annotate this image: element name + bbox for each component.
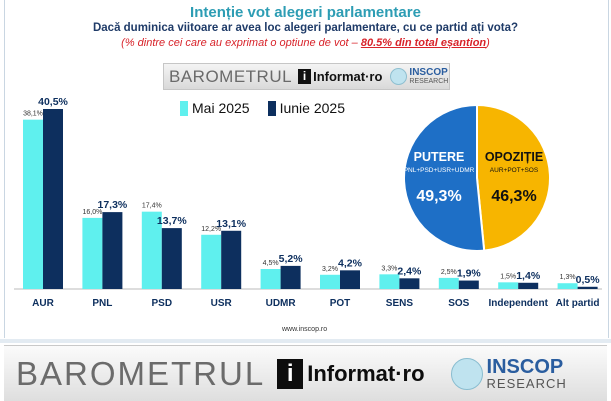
inscop-research: RESEARCH [409,78,449,85]
bar-sens-s0 [379,274,400,289]
inscop-big-name: INSCOP [486,356,564,378]
data-label-aur-s1: 40,5% [38,96,68,108]
putere-parties: PNL+PSD+USR+UDMR [403,167,475,174]
putere-value: 49,3% [416,188,462,205]
bar-aur-s0 [23,119,43,290]
bar-pnl-s0 [82,217,103,289]
pie-label-opozitie: OPOZIȚIE AUR+POT+SOS 46,3% [474,150,554,206]
bar-usr-s0 [201,234,222,289]
bar-pot-s0 [320,274,340,289]
separator [0,339,611,343]
data-label-alt-partid-s0: 1,3% [560,274,576,281]
sample-note: (% dintre cei care au exprimat o optiune… [0,37,611,49]
putere-name: PUTERE [413,150,465,164]
data-label-psd-s1: 13,7% [157,215,187,227]
bar-udmr-s1 [280,265,301,289]
opozitie-parties: AUR+POT+SOS [489,167,539,174]
chart-legend: Mai 2025 Iunie 2025 [180,100,345,116]
inscop-big-logo: INSCOP RESEARCH [487,357,567,390]
bar-pnl-s1 [102,212,123,289]
bar-independent-s0 [498,282,519,289]
informat-i-icon: i [298,69,312,84]
informat-logo-text: Informat·ro [313,69,383,84]
data-label-sos-s1: 1,9% [457,268,482,280]
bar-pot-s1 [340,270,360,289]
informat-big-text: Informat·ro [307,360,425,386]
data-label-psd-s0: 17,4% [142,203,162,210]
barometrul-logo-text: BAROMETRUL [169,66,293,86]
opozitie-value: 46,3% [491,188,537,205]
survey-question: Dacă duminica viitoare ar avea loc alege… [92,22,519,34]
data-label-udmr-s1: 5,2% [279,253,304,265]
inscop-logo: INSCOP RESEARCH [409,67,449,86]
category-label-pnl: PNL [92,298,112,309]
bar-alt-partid-s0 [557,283,578,289]
bar-independent-s1 [518,282,539,289]
legend-swatch-mai [180,100,188,116]
bar-chart: 38,1% 40,5% AUR 16,0%17,3% PNL 17,4% 13,7% PSD 1… [14,96,602,309]
category-label-udmr: UDMR [266,298,297,309]
data-label-pnl-s0: 16,0% [82,209,102,216]
data-label-sens-s1: 2,4% [397,265,422,277]
inscop-big-logo-icon [450,357,483,390]
data-label-usr-s0: 12,2% [201,226,221,233]
data-label-sens-s0: 3,3% [381,265,397,272]
category-label-independent: Independent [488,298,548,309]
legend-label-mai: Mai 2025 [192,100,250,116]
inscop-big-research: RESEARCH [486,376,567,391]
category-label-psd: PSD [152,298,173,309]
bar-alt-partid-s1 [577,286,598,289]
pie-label-putere: PUTERE PNL+PSD+USR+UDMR 49,3% [398,150,480,206]
informat-big-i-icon: i [277,358,304,389]
source-url: www.inscop.ro [282,326,328,333]
inscop-name: INSCOP [409,67,448,78]
bar-psd-s1 [161,228,182,289]
category-label-alt-partid: Alt partid [556,298,600,309]
bar-aur-s1 [43,109,63,289]
data-label-independent-s1: 1,4% [516,270,541,282]
data-label-pot-s1: 4,2% [338,257,363,269]
category-label-aur: AUR [32,298,54,309]
bar-sos-s0 [438,277,459,289]
data-label-pot-s0: 3,2% [322,266,338,273]
data-label-udmr-s0: 4,5% [263,260,279,267]
bar-udmr-s0 [260,269,281,289]
bar-sens-s1 [399,278,420,289]
page-title: Intenție vot alegeri parlamentare [190,4,421,21]
legend-label-iunie: Iunie 2025 [279,100,345,116]
barometrul-big-text: BAROMETRUL [16,354,266,392]
opozitie-name: OPOZIȚIE [484,150,544,164]
category-label-sos: SOS [448,298,469,309]
data-label-sos-s0: 2,5% [441,269,457,276]
pie-slice-putere [403,103,486,252]
data-label-usr-s1: 13,1% [216,218,246,230]
bar-psd-s0 [141,211,162,289]
inscop-logo-icon [390,68,408,85]
bottom-banner: BAROMETRUL i Informat·ro INSCOP RESEARCH [4,345,607,401]
legend-swatch-iunie [267,100,276,116]
bar-sos-s1 [458,280,479,289]
data-label-pnl-s1: 17,3% [98,199,128,211]
mini-banner: BAROMETRUL i Informat·ro INSCOP RESEARCH [163,63,450,90]
category-label-sens: SENS [386,298,414,309]
data-label-alt-partid-s1: 0,5% [576,274,601,286]
note-sample-share: 80.5% din total eșantion [360,37,487,49]
category-label-pot: POT [330,298,351,309]
note-suffix: ) [486,37,490,49]
note-prefix: (% dintre cei care au exprimat o optiune… [121,37,361,49]
pie-slice-opozi-ie [476,103,551,252]
data-label-aur-s0: 38,1% [23,111,43,118]
bar-usr-s1 [221,230,242,289]
category-label-usr: USR [211,298,233,309]
data-label-independent-s0: 1,5% [500,273,516,280]
